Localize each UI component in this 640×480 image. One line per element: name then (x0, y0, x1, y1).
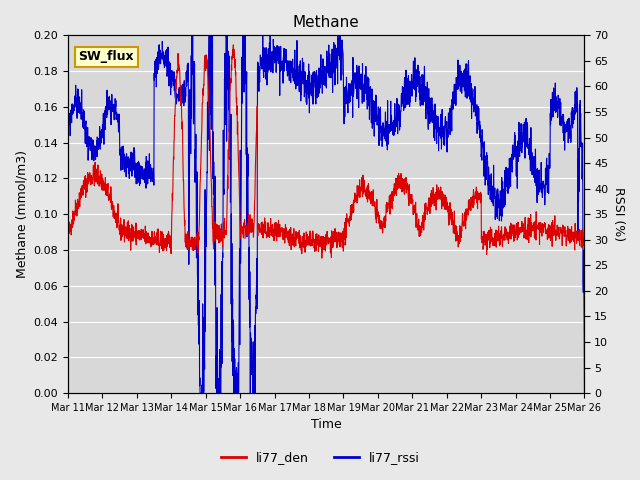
Text: SW_flux: SW_flux (78, 50, 134, 63)
Y-axis label: Methane (mmol/m3): Methane (mmol/m3) (15, 150, 28, 278)
Title: Methane: Methane (293, 15, 360, 30)
Legend: li77_den, li77_rssi: li77_den, li77_rssi (216, 446, 424, 469)
Y-axis label: RSSI (%): RSSI (%) (612, 187, 625, 241)
X-axis label: Time: Time (311, 419, 342, 432)
